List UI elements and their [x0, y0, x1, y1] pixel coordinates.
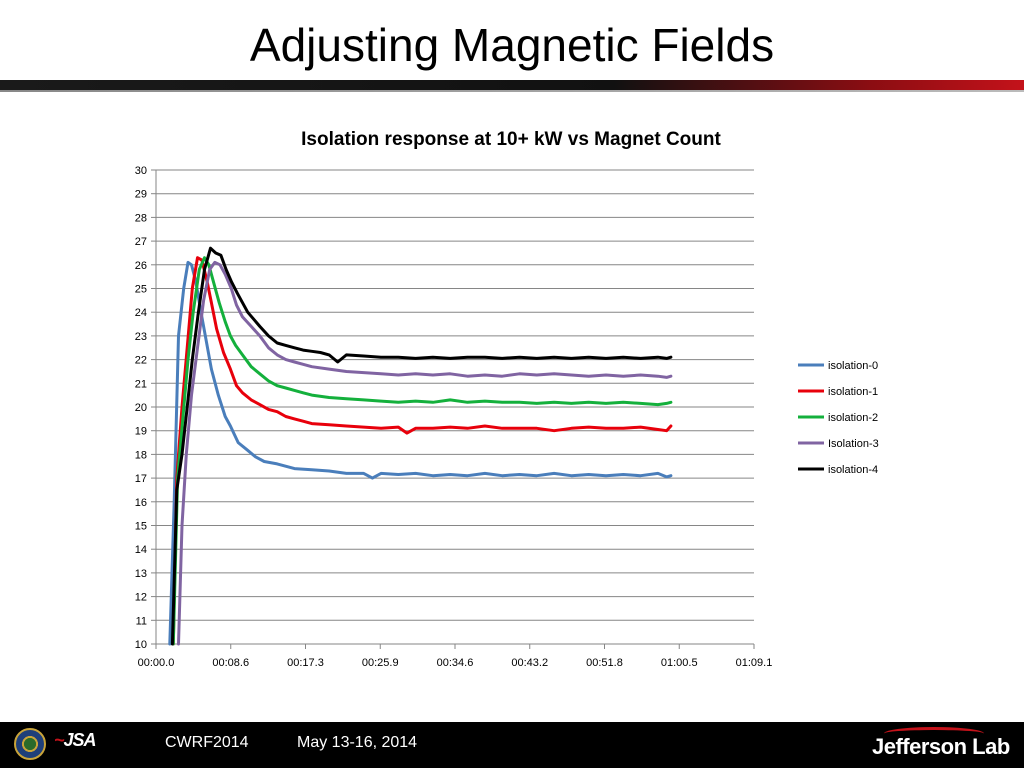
y-tick-label: 26: [135, 260, 147, 272]
x-tick-label: 00:00.0: [138, 657, 175, 669]
chart-gridlines: [156, 169, 754, 621]
x-tick-label: 00:34.6: [437, 657, 474, 669]
title-divider-shadow: [0, 90, 1024, 92]
y-tick-label: 20: [135, 402, 147, 414]
legend-label: isolation-4: [828, 464, 878, 476]
y-tick-label: 19: [135, 426, 147, 438]
footer-bar: [0, 722, 1024, 768]
jefferson-lab-arc-icon: [884, 727, 984, 740]
y-tick-label: 21: [135, 378, 147, 390]
series-line-isolation-4: [170, 246, 673, 646]
slide-title: Adjusting Magnetic Fields: [249, 19, 775, 71]
legend-label: isolation-1: [828, 386, 878, 398]
y-tick-label: 24: [135, 307, 147, 319]
x-tick-label: 01:00.5: [661, 657, 698, 669]
chart: Isolation response at 10+ kW vs Magnet C…: [135, 129, 879, 669]
chart-axes: 10 11 12 13 14 15 16 17 18 19 20 21 22 23 24 25 26 27 28 29…: [135, 165, 773, 669]
y-tick-label: 27: [135, 236, 147, 248]
y-tick-label: 17: [135, 473, 147, 485]
title-divider-bar: [0, 80, 1024, 90]
y-tick-label: 25: [135, 284, 147, 296]
x-tick-label: 01:09.1: [736, 657, 773, 669]
y-tick-label: 14: [135, 544, 147, 556]
y-tick-label: 22: [135, 355, 147, 367]
doe-seal-logo: [14, 728, 46, 760]
y-tick-label: 11: [136, 615, 147, 627]
x-tick-label: 00:25.9: [362, 657, 399, 669]
series-line-isolation-3: [177, 260, 673, 646]
y-tick-label: 16: [135, 497, 147, 509]
x-tick-label: 00:08.6: [212, 657, 249, 669]
series-line-isolation-1: [171, 256, 673, 646]
x-tick-label: 00:17.3: [287, 657, 324, 669]
y-tick-label: 18: [135, 449, 147, 461]
chart-title: Isolation response at 10+ kW vs Magnet C…: [301, 129, 721, 150]
x-tick-label: 00:43.2: [511, 657, 548, 669]
y-tick-label: 15: [135, 521, 147, 533]
legend-label: isolation-0: [828, 360, 878, 372]
y-tick-label: 13: [135, 568, 147, 580]
y-tick-label: 10: [135, 639, 147, 651]
y-tick-label: 12: [135, 592, 147, 604]
jsa-logo: ~JSA: [54, 730, 97, 750]
y-tick-label: 30: [135, 165, 147, 177]
y-tick-label: 29: [135, 189, 147, 201]
x-tick-label: 00:51.8: [586, 657, 623, 669]
y-tick-label: 28: [135, 212, 147, 224]
footer-dates: May 13-16, 2014: [297, 734, 418, 751]
legend-label: Isolation-3: [828, 438, 879, 450]
y-tick-label: 23: [135, 331, 147, 343]
jefferson-lab-logo: Jefferson Lab: [872, 734, 1010, 759]
legend-label: isolation-2: [828, 412, 878, 424]
footer-event: CWRF2014: [165, 734, 249, 751]
chart-legend: isolation-0 isolation-1 isolation-2 Isolati…: [798, 360, 879, 476]
chart-series: [168, 246, 673, 646]
